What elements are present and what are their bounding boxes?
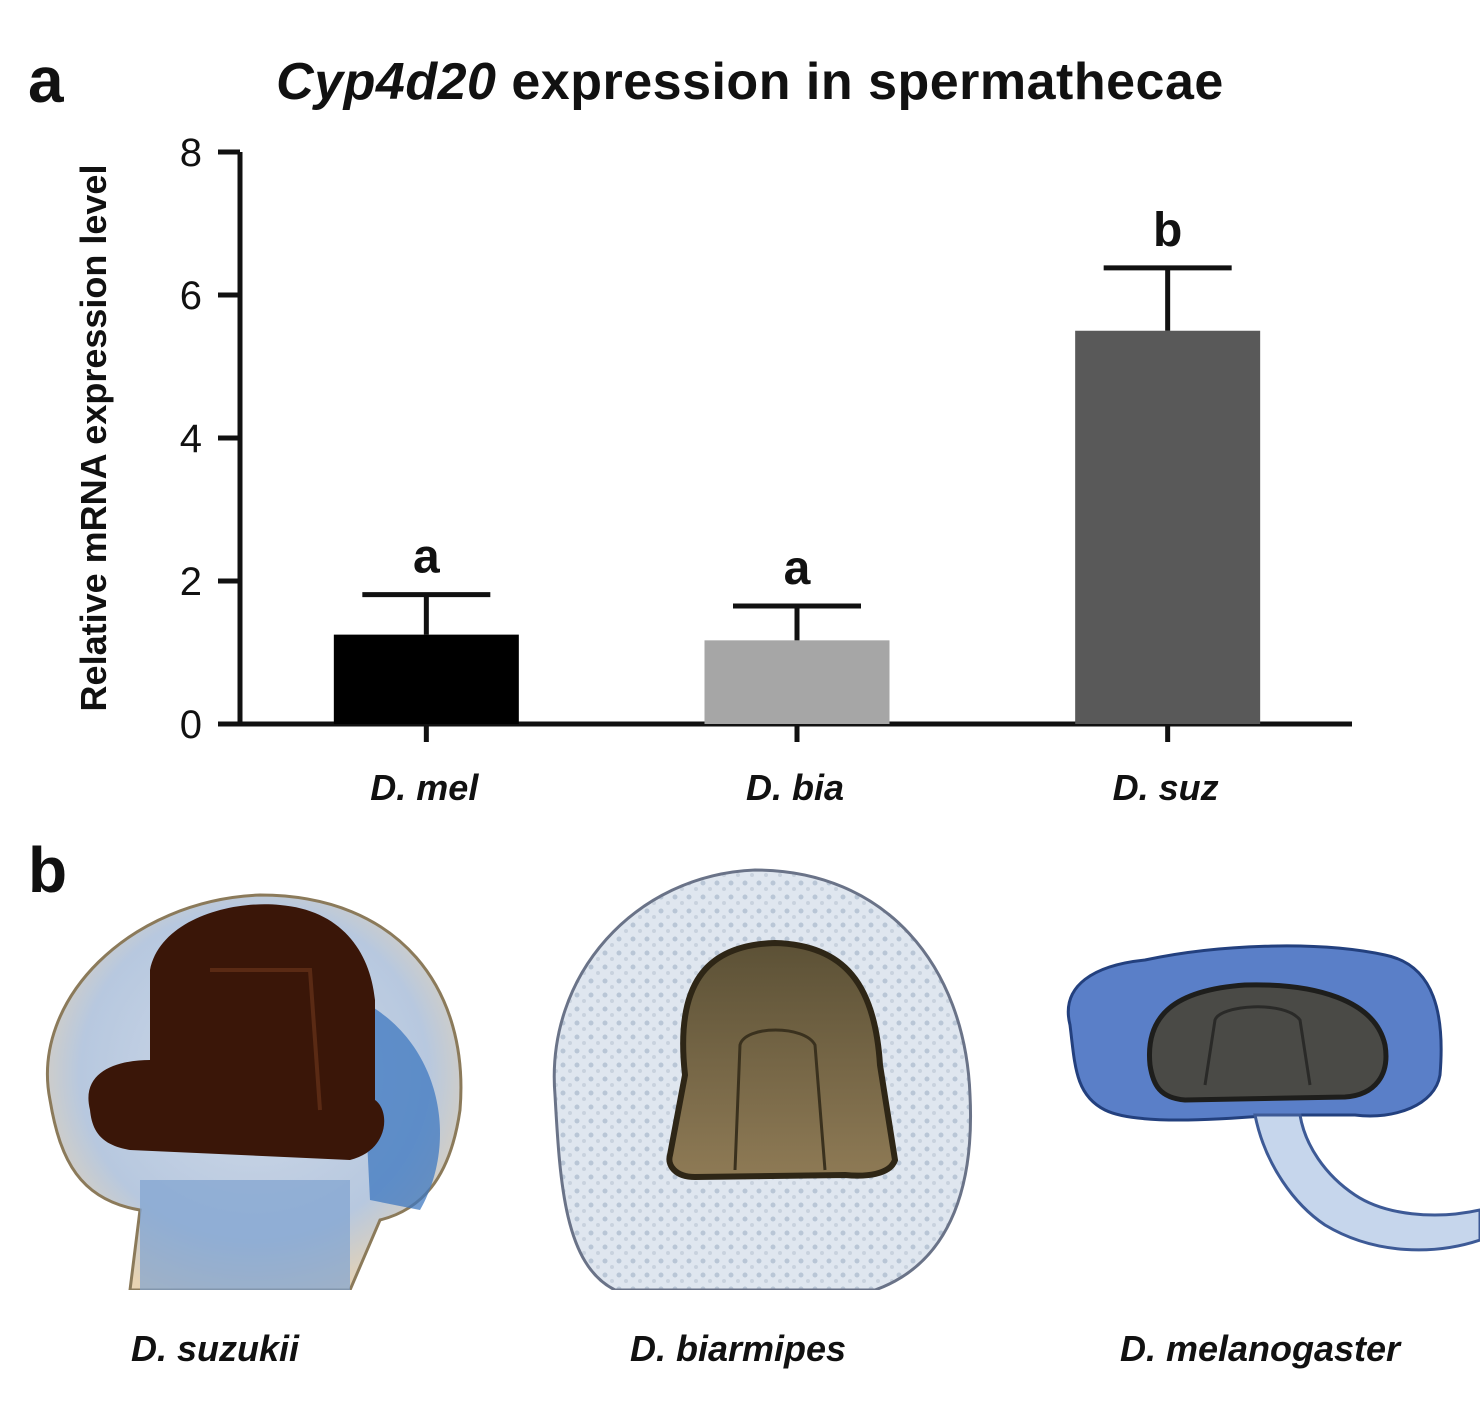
micrograph-biarmipes: [545, 865, 985, 1290]
bar: [333, 634, 519, 724]
significance-label: a: [784, 542, 811, 595]
y-axis-label: Relative mRNA expression level: [73, 165, 114, 712]
significance-label: b: [1153, 204, 1182, 257]
spermatheca-dark-brown-icon: [46, 893, 463, 1290]
chart-title-rest: expression in spermathecae: [496, 53, 1224, 111]
panel-a-label: a: [28, 44, 64, 116]
x-tick-label: D. bia: [746, 767, 844, 808]
significance-label: a: [413, 531, 440, 584]
y-tick-label: 0: [180, 703, 202, 747]
micrograph-suzukii: [20, 880, 480, 1290]
micrograph-caption-melanogaster: D. melanogaster: [1119, 1328, 1401, 1369]
bar: [1075, 330, 1261, 724]
micrograph-caption-suzukii: D. suzukii: [130, 1328, 300, 1369]
y-tick-label: 6: [180, 274, 202, 318]
y-tick-label: 2: [180, 560, 202, 604]
micrograph-caption-biarmipes: D. biarmipes: [629, 1328, 847, 1369]
bar: [704, 640, 890, 724]
y-tick-label: 8: [180, 131, 202, 175]
chart-title: Cyp4d20 expression in spermathecae: [0, 52, 1480, 112]
x-tick-label: D. mel: [370, 767, 479, 808]
x-tick-label: D. suz: [1113, 767, 1219, 808]
spermatheca-light-brown-icon: [552, 868, 973, 1290]
panel-b-label: b: [28, 834, 68, 906]
micrograph-melanogaster: [1055, 935, 1480, 1275]
chart-title-gene: Cyp4d20: [276, 53, 497, 111]
bar-chart: 0 2 4 6 8 Relative mRNA expression level a D. m…: [73, 131, 1352, 808]
y-tick-label: 4: [180, 417, 202, 461]
spermatheca-gray-blue-icon: [1066, 944, 1480, 1252]
